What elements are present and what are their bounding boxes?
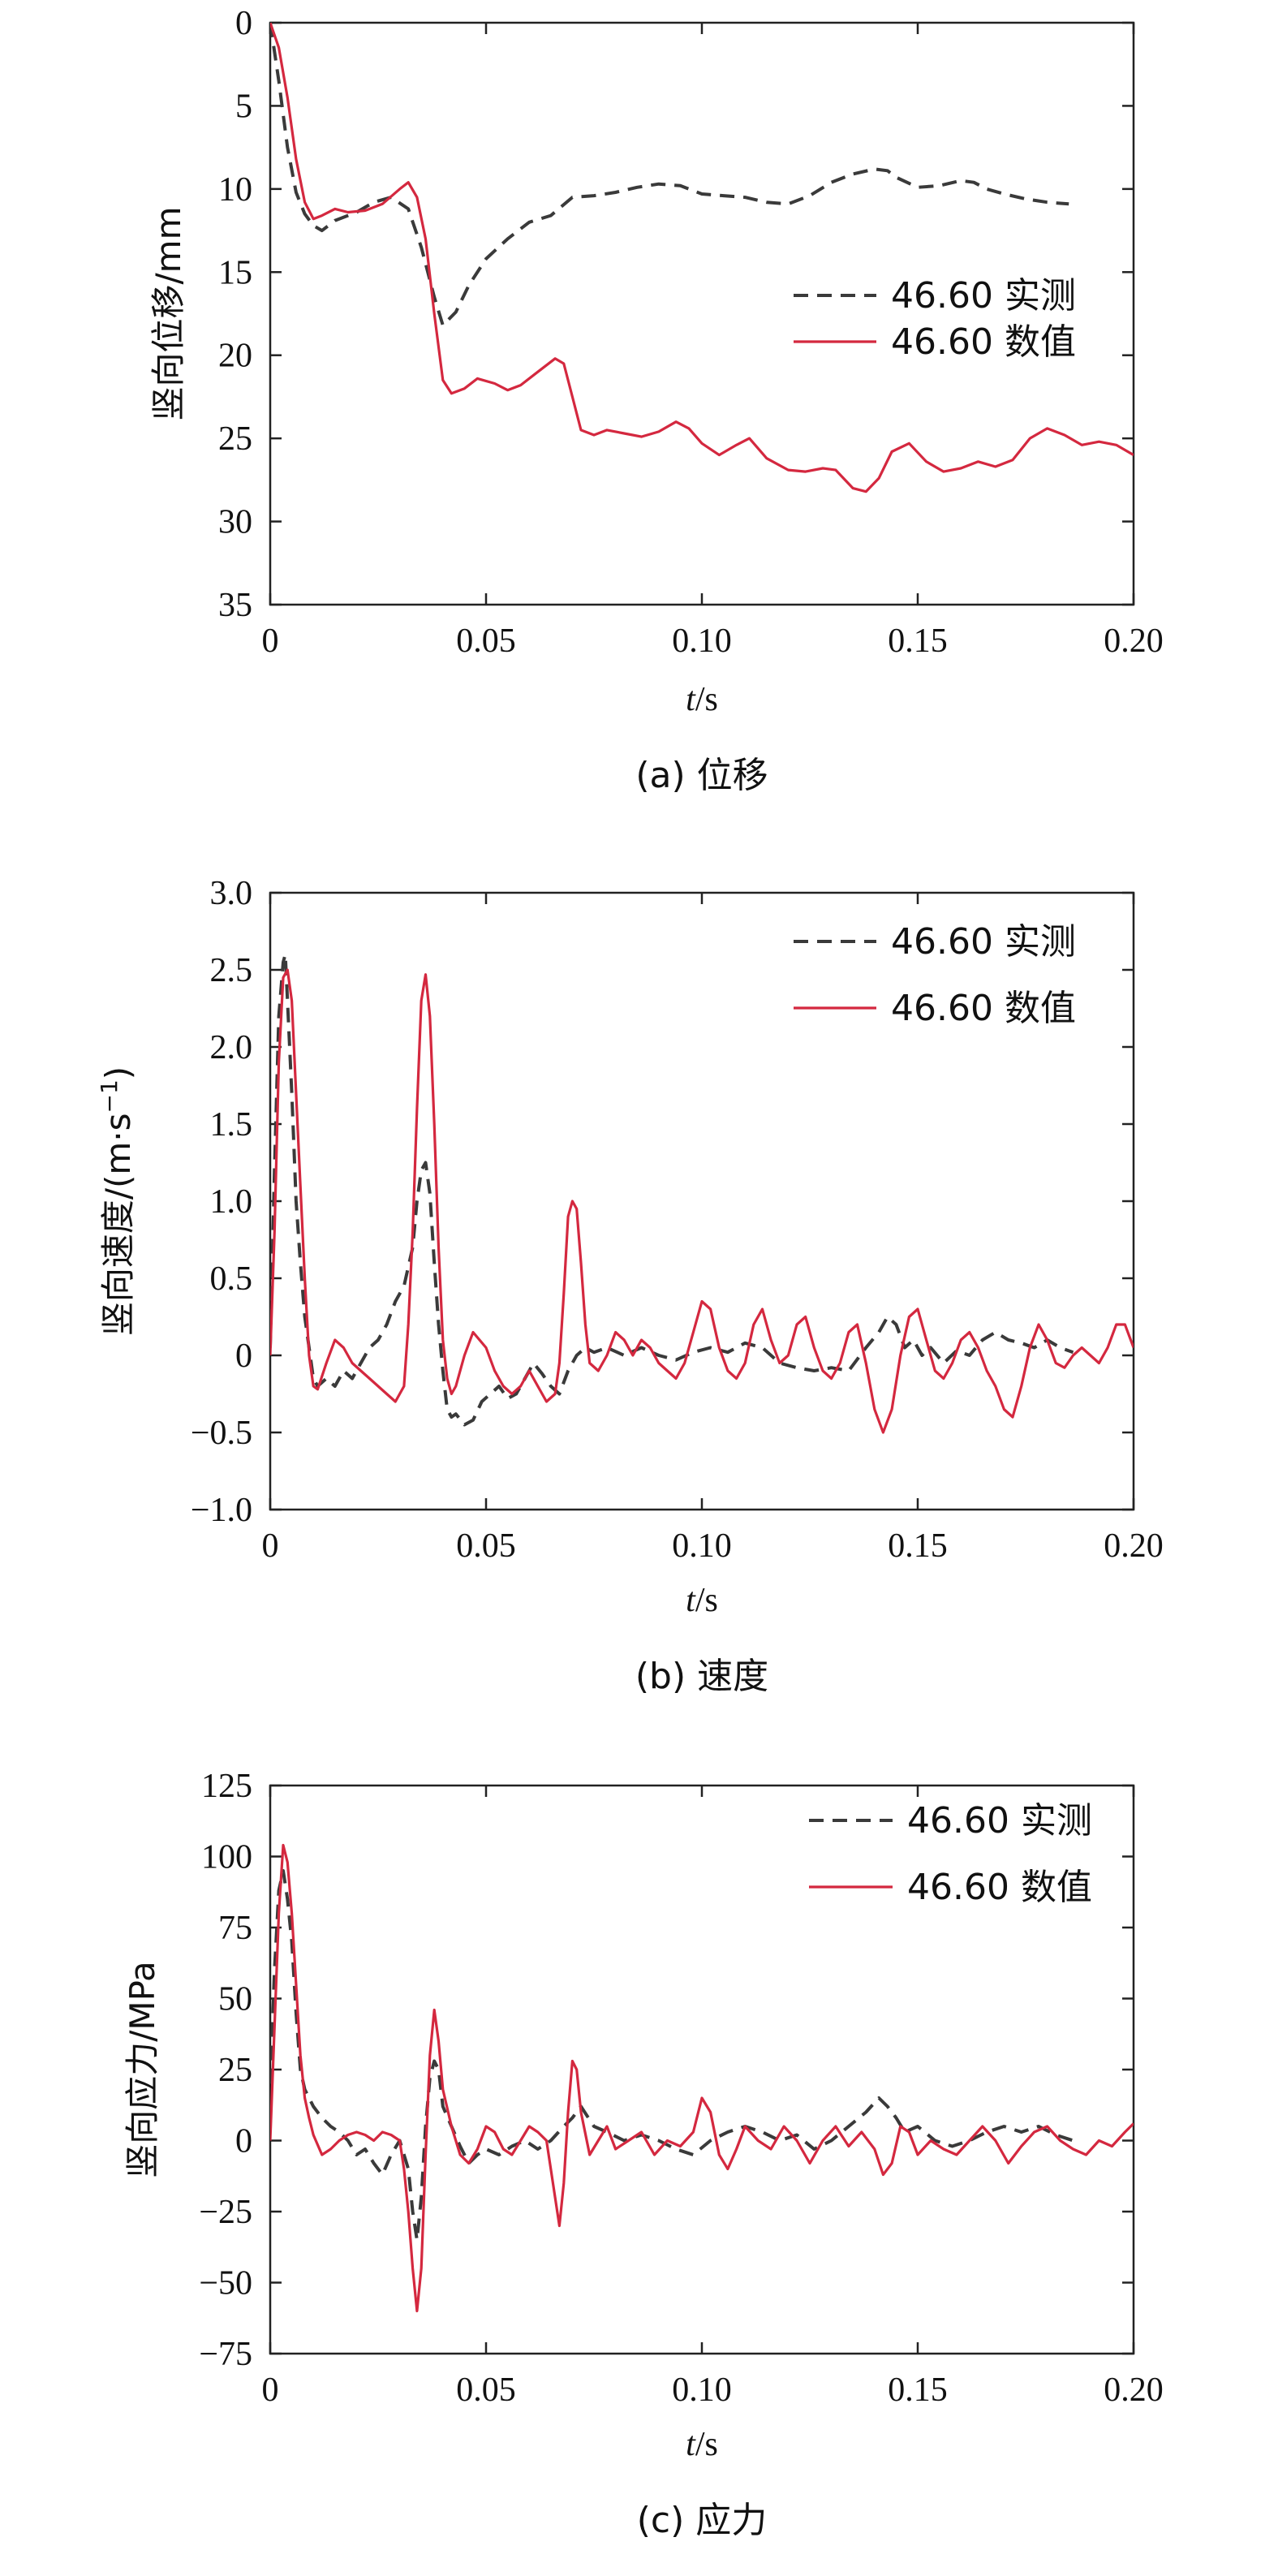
y-axis-title-main: 竖向应力/MPa — [123, 1961, 162, 2178]
y-tick-label: 1.0 — [210, 1183, 253, 1221]
y-tick-label: 5 — [235, 88, 252, 125]
x-tick-label: 0.20 — [1104, 622, 1164, 660]
legend-label-measured: 46.60 实测 — [891, 921, 1076, 963]
y-axis-title-main: 竖向位移/mm — [148, 207, 188, 421]
legend-label-measured: 46.60 实测 — [891, 275, 1076, 317]
x-tick-label: 0.10 — [672, 1527, 732, 1565]
chart-panel-2: 0 0.05 0.10 0.15 0.20 −75 −50 −25 0 25 50 75 100 125 t… — [123, 1768, 1164, 2541]
y-tick-label: 75 — [218, 1910, 252, 1947]
y-tick-label: −1.0 — [191, 1492, 252, 1529]
series-line-numerical — [270, 1843, 1134, 2313]
y-tick-label: −75 — [199, 2336, 252, 2373]
y-tick-label: 125 — [201, 1768, 252, 1805]
y-tick-label: −0.5 — [191, 1415, 252, 1452]
y-tick-label: 10 — [218, 171, 252, 209]
legend-label-numerical: 46.60 数值 — [891, 321, 1076, 363]
x-axis-title: t/s — [686, 1582, 718, 1619]
x-tick-label: 0.05 — [456, 2371, 516, 2409]
x-tick-label: 0.05 — [456, 1527, 516, 1565]
y-axis-title-tail: ) — [98, 1066, 138, 1079]
x-tick-label: 0.15 — [888, 1527, 948, 1565]
y-tick-label: −25 — [199, 2194, 252, 2231]
x-axis-title-unit: /s — [695, 1582, 718, 1619]
legend-label-numerical: 46.60 数值 — [891, 988, 1076, 1029]
y-tick-label: 25 — [218, 2052, 252, 2089]
x-tick-label: 0.15 — [888, 2371, 948, 2409]
y-axis-title: 竖向速度/(m·s−1) — [96, 1066, 139, 1336]
series-line-measured — [270, 23, 1069, 327]
chart-panel-0: 0 0.05 0.10 0.15 0.20 0 5 10 15 20 25 30 35 t/s 竖向位移/m… — [148, 5, 1164, 796]
x-tick-label: 0.15 — [888, 622, 948, 660]
x-tick-label: 0 — [262, 1527, 279, 1565]
x-axis-title: t/s — [686, 2426, 718, 2463]
y-tick-label: 15 — [218, 254, 252, 291]
y-tick-label: 100 — [201, 1839, 252, 1876]
series-line-measured — [270, 1869, 1074, 2242]
y-tick-label: 50 — [218, 1981, 252, 2018]
x-tick-label: 0 — [262, 622, 279, 660]
x-tick-label: 0 — [262, 2371, 279, 2409]
panel-caption: (b) 速度 — [635, 1656, 768, 1697]
x-tick-label: 0.20 — [1104, 2371, 1164, 2409]
x-axis-title-var: t — [686, 1582, 696, 1619]
x-axis-title-var: t — [686, 2426, 696, 2463]
y-axis-title: 竖向应力/MPa — [123, 1961, 162, 2178]
x-axis-title-var: t — [686, 681, 696, 718]
y-tick-label: 20 — [218, 338, 252, 375]
x-tick-label: 0.10 — [672, 622, 732, 660]
y-tick-label: 1.5 — [210, 1106, 253, 1144]
x-tick-label: 0.20 — [1104, 1527, 1164, 1565]
y-tick-label: 0.5 — [210, 1260, 253, 1298]
panel-caption: (a) 位移 — [635, 755, 768, 796]
x-axis-title-unit: /s — [695, 2426, 718, 2463]
series-line-numerical — [270, 968, 1134, 1434]
y-tick-label: 2.0 — [210, 1029, 253, 1066]
x-tick-label: 0.05 — [456, 622, 516, 660]
x-axis-title-unit: /s — [695, 681, 718, 718]
y-tick-label: 30 — [218, 504, 252, 541]
panel-caption: (c) 应力 — [637, 2500, 768, 2541]
y-tick-label: −50 — [199, 2265, 252, 2302]
x-axis-title: t/s — [686, 681, 718, 718]
y-tick-label: 0 — [235, 5, 252, 42]
legend-label-measured: 46.60 实测 — [907, 1800, 1092, 1842]
y-tick-label: 2.5 — [210, 952, 253, 989]
y-axis-title-sup: −1 — [96, 1079, 123, 1113]
series-line-numerical — [270, 23, 1134, 493]
y-tick-label: 0 — [235, 1338, 252, 1375]
y-tick-label: 0 — [235, 2123, 252, 2160]
y-axis-title-main: 竖向速度/(m·s — [98, 1113, 138, 1336]
plot-frame — [269, 891, 1135, 1511]
chart-panel-1: 0 0.05 0.10 0.15 0.20 −1.0 −0.5 0 0.5 1.0 1.5 2.0 2.… — [96, 875, 1164, 1697]
y-tick-label: 25 — [218, 420, 252, 458]
y-tick-label: 3.0 — [210, 875, 253, 912]
y-axis-title: 竖向位移/mm — [148, 207, 188, 421]
y-tick-label: 35 — [218, 587, 252, 624]
legend-label-numerical: 46.60 数值 — [907, 1867, 1092, 1908]
x-tick-label: 0.10 — [672, 2371, 732, 2409]
